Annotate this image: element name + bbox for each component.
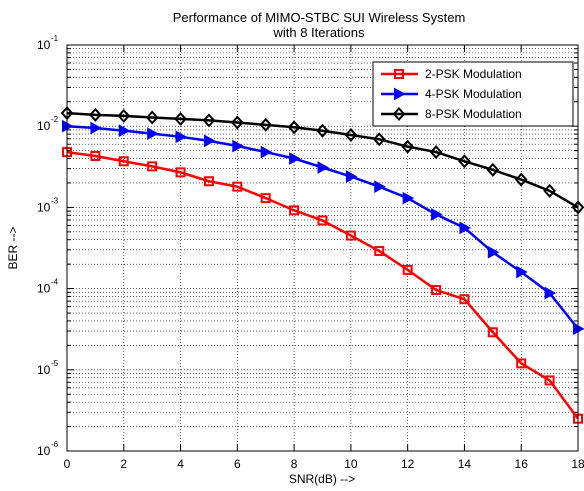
y-tick-label: 10 [37, 363, 51, 377]
legend-label: 8-PSK Modulation [425, 107, 522, 121]
y-tick-label-exponent: -2 [51, 115, 59, 124]
data-point-diamond [429, 145, 443, 160]
legend: 2-PSK Modulation 4-PSK Modulation 8-PSK Mo… [372, 61, 574, 127]
data-point-diamond [145, 110, 159, 125]
series-line [66, 150, 580, 420]
data-point-square [90, 150, 101, 161]
x-tick-label: 18 [571, 457, 584, 471]
x-tick-label: 0 [64, 457, 71, 471]
x-tick-label: 10 [344, 457, 358, 471]
y-tick-label-exponent: -6 [51, 440, 59, 449]
data-point-square [516, 358, 527, 369]
data-point-triangle [203, 134, 216, 148]
series-layer [60, 106, 584, 424]
data-point-square [147, 161, 158, 172]
x-tick-label: 14 [458, 457, 472, 471]
x-tick-label: 12 [401, 457, 415, 471]
x-tick-label: 16 [515, 457, 529, 471]
series-line [66, 111, 579, 209]
data-point-square [232, 181, 243, 192]
series-1 [62, 147, 583, 424]
data-point-diamond [287, 120, 301, 135]
data-point-square [374, 246, 385, 257]
chart-title: Performance of MIMO-STBC SUI Wireless Sy… [173, 10, 466, 25]
data-point-diamond [316, 123, 329, 138]
data-point-triangle [516, 265, 528, 279]
data-point-triangle [317, 161, 330, 174]
plot-area-border [66, 44, 579, 452]
legend-label: 2-PSK Modulation [425, 67, 522, 81]
data-point-square [260, 193, 271, 204]
data-point-triangle [394, 87, 406, 101]
series-2 [62, 119, 584, 336]
data-point-triangle [260, 145, 273, 159]
x-tick-label: 8 [291, 457, 298, 471]
y-tick-label: 10 [37, 444, 51, 458]
data-point-square [175, 167, 186, 178]
data-point-diamond [458, 154, 471, 169]
data-point-diamond [259, 117, 273, 132]
data-point-square [317, 215, 328, 226]
y-tick-label-exponent: -4 [51, 278, 59, 287]
y-tick-label: 10 [37, 282, 51, 296]
data-point-triangle [90, 121, 102, 135]
data-point-diamond [401, 139, 415, 154]
data-point-triangle [544, 286, 557, 300]
x-tick-label: 2 [120, 457, 127, 471]
data-point-triangle [289, 152, 301, 165]
data-point-triangle [431, 208, 443, 221]
data-point-square [459, 294, 470, 305]
data-point-diamond [392, 107, 406, 121]
data-point-triangle [459, 221, 471, 235]
chart-subtitle: with 8 Iterations [272, 25, 365, 40]
series-line [66, 124, 579, 330]
data-point-diamond [514, 172, 528, 187]
legend-item: 4-PSK Modulation [381, 87, 522, 101]
x-axis-label: SNR(dB) --> [289, 472, 355, 486]
data-point-square [118, 156, 129, 167]
data-point-square [544, 375, 555, 386]
y-tick-label-exponent: -3 [51, 196, 59, 205]
data-point-triangle [118, 124, 131, 138]
data-point-square [345, 230, 356, 241]
data-point-triangle [147, 127, 159, 140]
y-axis-ticks: 10-610-510-410-310-210-1 [37, 34, 578, 458]
data-point-triangle [487, 245, 500, 259]
x-tick-label: 6 [234, 457, 241, 471]
data-point-triangle [345, 170, 358, 183]
y-axis-label: BER --> [6, 226, 20, 269]
data-point-diamond [486, 162, 500, 177]
y-tick-label-exponent: -5 [51, 359, 59, 368]
data-point-diamond [89, 107, 102, 122]
y-tick-label: 10 [37, 119, 51, 133]
data-point-diamond [372, 132, 386, 147]
data-point-triangle [374, 180, 386, 194]
data-point-square [203, 176, 214, 187]
data-point-triangle [232, 139, 244, 153]
y-tick-label: 10 [37, 200, 51, 214]
data-point-diamond [117, 108, 131, 123]
x-tick-label: 4 [177, 457, 184, 471]
data-point-square [289, 205, 300, 216]
data-point-diamond [543, 183, 556, 198]
data-point-square [431, 285, 442, 296]
y-tick-label-exponent: -1 [51, 34, 59, 43]
legend-item: 2-PSK Modulation [381, 67, 522, 81]
data-point-diamond [174, 111, 187, 126]
data-point-diamond [202, 113, 216, 128]
data-point-triangle [402, 191, 415, 205]
data-point-square [394, 69, 404, 79]
data-point-square [487, 327, 498, 338]
y-tick-label: 10 [37, 38, 51, 52]
legend-label: 4-PSK Modulation [425, 87, 522, 101]
data-point-triangle [175, 130, 188, 144]
data-point-diamond [344, 127, 358, 142]
legend-item: 8-PSK Modulation [381, 107, 522, 121]
data-point-square [402, 264, 413, 275]
data-point-diamond [230, 115, 244, 130]
